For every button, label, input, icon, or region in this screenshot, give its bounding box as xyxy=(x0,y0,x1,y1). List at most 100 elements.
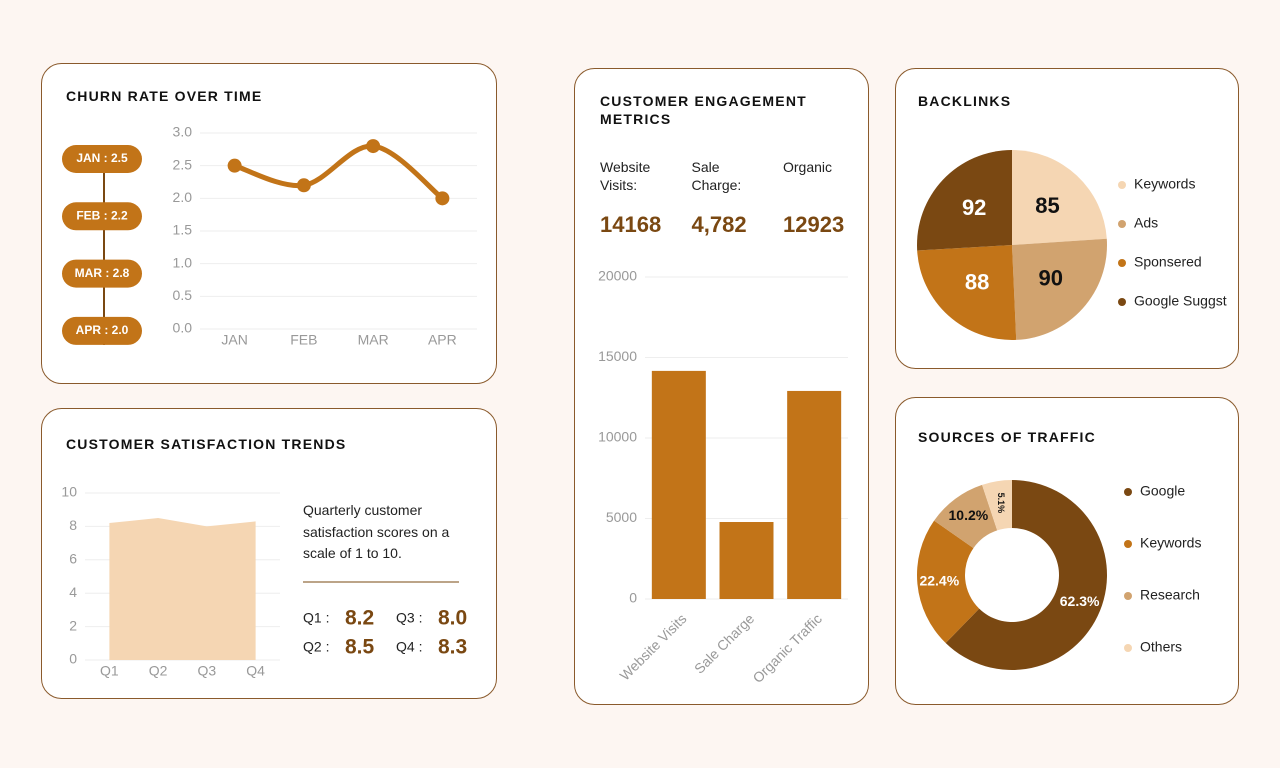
legend-label: Others xyxy=(1140,639,1182,655)
legend-swatch xyxy=(1124,644,1132,652)
slice xyxy=(982,480,1012,531)
slice xyxy=(1012,238,1107,340)
y-tick-label: 10 xyxy=(61,484,77,500)
slice-label: 88 xyxy=(965,269,989,294)
summary-value: 8.2 xyxy=(345,607,374,630)
note: Quarterly customer satisfaction scores o… xyxy=(303,502,450,561)
line-marker xyxy=(435,191,450,206)
kpi-value: 12923 xyxy=(783,212,844,237)
legend-label: Research xyxy=(1140,587,1200,603)
y-tick-label: 15000 xyxy=(598,348,637,364)
slice-label: 92 xyxy=(962,195,986,220)
kpi-label: Website Visits: xyxy=(600,159,651,193)
chart-title-box: BACKLINKS xyxy=(918,93,1012,109)
kpi-value: 4,782 xyxy=(692,212,747,237)
slice xyxy=(934,484,998,549)
y-tick-label: 3.0 xyxy=(173,124,193,140)
kpi-label-box: Website Visits: xyxy=(600,159,651,193)
y-tick-label: 2.5 xyxy=(173,156,193,172)
slice xyxy=(917,520,980,644)
legend-swatch xyxy=(1118,220,1126,228)
y-tick-label: 6 xyxy=(69,551,77,567)
y-tick-label: 5000 xyxy=(606,509,637,525)
y-tick-label: 0 xyxy=(69,651,77,667)
slice-label: 85 xyxy=(1035,193,1059,218)
y-tick-label: 4 xyxy=(69,584,77,600)
legend-swatch xyxy=(1124,540,1132,548)
legend-label: Keywords xyxy=(1134,176,1195,192)
x-tick-label: Q1 xyxy=(100,663,119,679)
line-marker xyxy=(296,178,311,193)
x-tick-label: MAR xyxy=(358,332,389,348)
slice-label: 62.3% xyxy=(1060,593,1100,609)
summary-value: 8.5 xyxy=(345,636,375,659)
x-tick-label: FEB xyxy=(290,332,317,348)
card xyxy=(41,63,497,384)
summary-label: Q1 : xyxy=(303,610,329,626)
y-tick-label: 1.5 xyxy=(173,222,193,238)
value-label: APR : 2.0 xyxy=(76,323,129,337)
chart-title: CUSTOMER ENGAGEMENT METRICS xyxy=(600,93,807,127)
y-tick-label: 1.0 xyxy=(173,254,193,270)
legend-label: Sponsered xyxy=(1134,254,1202,270)
y-tick-label: 0.5 xyxy=(173,287,193,303)
line-marker xyxy=(227,158,242,173)
bar xyxy=(719,522,774,599)
slice-label: 90 xyxy=(1039,265,1063,290)
kpi-label: Organic xyxy=(783,159,833,175)
legend-label: Keywords xyxy=(1140,535,1201,551)
slice xyxy=(917,150,1012,251)
summary-label: Q4 : xyxy=(396,639,422,655)
y-tick-label: 8 xyxy=(69,517,77,533)
line-marker xyxy=(366,139,381,154)
value-pill xyxy=(62,259,142,288)
kpi-label: Sale Charge: xyxy=(691,159,742,193)
slice-label: 5.1% xyxy=(996,493,1006,514)
value-label: MAR : 2.8 xyxy=(75,266,130,280)
chart-title: BACKLINKS xyxy=(918,93,1012,109)
value-pill xyxy=(62,202,142,231)
chart-title: CHURN RATE OVER TIME xyxy=(66,88,263,104)
summary-label: Q3 : xyxy=(396,610,422,626)
legend-swatch xyxy=(1124,592,1132,600)
area xyxy=(109,518,256,660)
y-tick-label: 20000 xyxy=(598,268,637,284)
slice-label: 22.4% xyxy=(919,573,959,589)
summary-value: 8.0 xyxy=(438,607,467,630)
value-pill xyxy=(62,316,142,345)
x-tick-label: Q3 xyxy=(198,663,217,679)
churn-line xyxy=(233,143,444,201)
y-tick-label: 0 xyxy=(629,590,637,606)
legend-swatch xyxy=(1118,181,1126,189)
legend-swatch xyxy=(1118,298,1126,306)
legend-label: Google xyxy=(1140,483,1185,499)
legend-swatch xyxy=(1118,259,1126,267)
legend-swatch xyxy=(1124,488,1132,496)
legend-label: Google Suggst xyxy=(1134,293,1227,309)
x-tick-label: JAN xyxy=(221,332,247,348)
value-label: JAN : 2.5 xyxy=(76,151,128,165)
chart-title-box: CUSTOMER ENGAGEMENT METRICS xyxy=(600,93,807,127)
chart-title-box: SOURCES OF TRAFFIC xyxy=(918,429,1096,445)
kpi-label-box: Organic xyxy=(783,159,833,175)
chart-title: CUSTOMER SATISFACTION TRENDS xyxy=(66,436,347,452)
y-tick-label: 2 xyxy=(69,617,77,633)
note-box: Quarterly customer satisfaction scores o… xyxy=(303,502,450,561)
y-tick-label: 2.0 xyxy=(173,189,193,205)
slice xyxy=(945,480,1107,670)
summary-value: 8.3 xyxy=(438,636,467,659)
value-label: FEB : 2.2 xyxy=(76,208,128,222)
slice xyxy=(917,245,1017,340)
chart-title-box: CHURN RATE OVER TIME xyxy=(66,88,263,104)
y-tick-label: 0.0 xyxy=(173,320,193,336)
x-tick-label: Q2 xyxy=(149,663,168,679)
chart-title: SOURCES OF TRAFFIC xyxy=(918,429,1096,445)
bar xyxy=(651,370,706,599)
kpi-value: 14168 xyxy=(600,212,661,237)
legend-label: Ads xyxy=(1134,215,1158,231)
slice xyxy=(1012,150,1107,245)
kpi-label-box: Sale Charge: xyxy=(691,159,742,193)
x-tick-label: APR xyxy=(428,332,457,348)
bar xyxy=(787,390,842,599)
